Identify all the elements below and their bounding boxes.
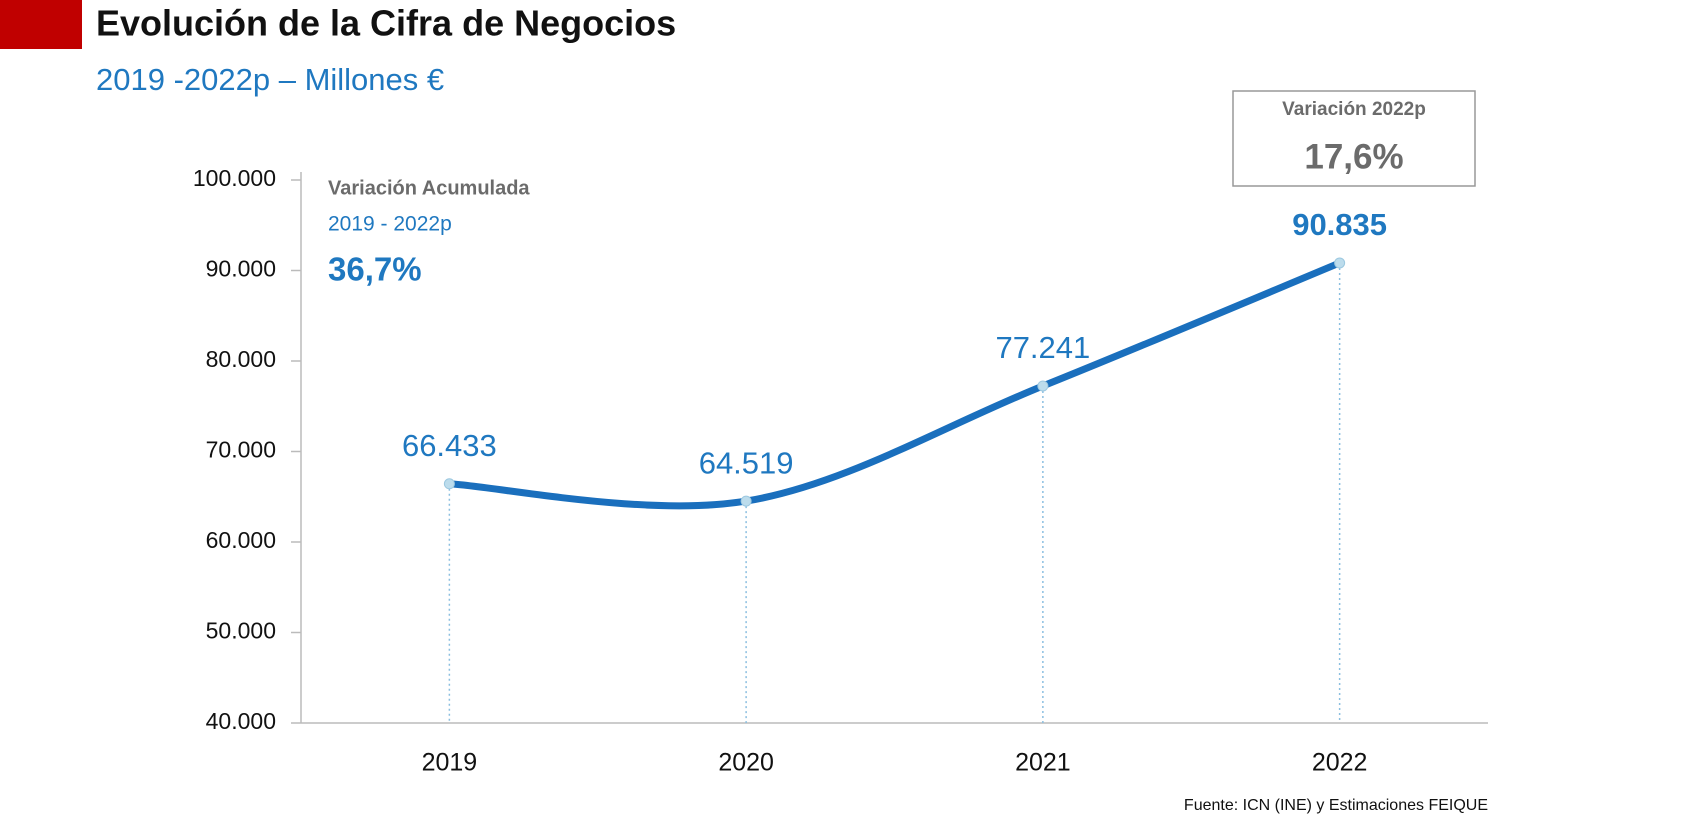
source: Fuente: ICN (INE) y Estimaciones FEIQUE bbox=[1184, 797, 1488, 814]
annotation: 17,6% bbox=[1304, 137, 1403, 176]
value-label: 77.241 bbox=[995, 330, 1090, 365]
y-tick-label: 100.000 bbox=[193, 165, 276, 191]
point bbox=[1037, 380, 1049, 392]
chart-subtitle: 2019 -2022p – Millones € bbox=[96, 62, 444, 97]
y-tick-label: 40.000 bbox=[206, 708, 276, 734]
y-tick-label: 90.000 bbox=[206, 256, 276, 282]
value-label: 64.519 bbox=[699, 445, 794, 480]
line bbox=[445, 259, 1344, 510]
x-tick-label: 2020 bbox=[718, 749, 774, 777]
x-tick-label: 2019 bbox=[422, 749, 478, 777]
point bbox=[740, 495, 752, 507]
y-tick-label: 60.000 bbox=[206, 527, 276, 553]
annotation: 2019 - 2022p bbox=[328, 213, 452, 236]
point bbox=[443, 478, 455, 490]
annotation: Variación 2022p bbox=[1282, 99, 1426, 120]
point bbox=[1334, 257, 1346, 269]
annotation-box bbox=[1232, 90, 1476, 187]
y-tick-label: 50.000 bbox=[206, 618, 276, 644]
chart-title: Evolución de la Cifra de Negocios bbox=[96, 3, 676, 44]
title-marker bbox=[0, 0, 82, 49]
y-tick-label: 80.000 bbox=[206, 346, 276, 372]
annotation: 36,7% bbox=[328, 251, 422, 288]
value-label: 66.433 bbox=[402, 428, 497, 463]
y-tick-label: 70.000 bbox=[206, 437, 276, 463]
annotation: Variación Acumulada bbox=[328, 177, 530, 199]
value-label: 90.835 bbox=[1292, 207, 1387, 242]
x-tick-label: 2022 bbox=[1312, 749, 1368, 777]
x-tick-label: 2021 bbox=[1015, 749, 1071, 777]
